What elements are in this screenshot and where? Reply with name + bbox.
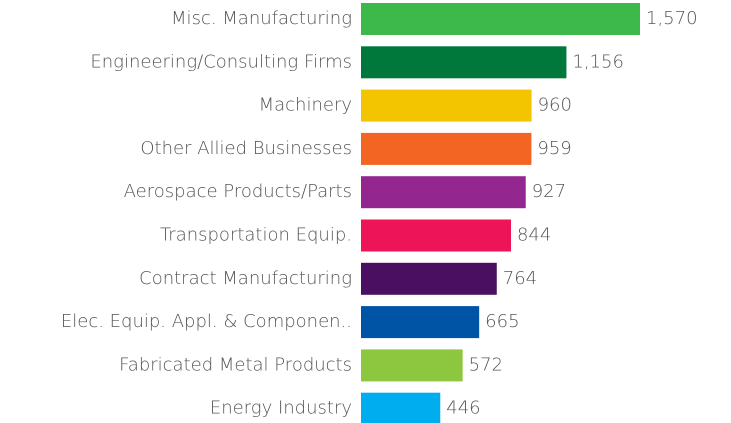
category-label: Aerospace Products/Parts [124,181,352,202]
category-label: Other Allied Businesses [140,138,352,159]
bar [361,132,532,165]
bar [361,392,441,423]
value-label: 764 [503,268,537,289]
value-label: 844 [517,225,551,246]
value-label: 1,570 [646,8,698,29]
category-label: Fabricated Metal Products [119,354,352,375]
bar [361,219,511,252]
value-label: 959 [537,138,571,159]
bar [361,3,640,35]
bar [361,46,567,79]
bar [361,176,526,209]
value-label: 665 [485,311,519,332]
value-label: 446 [446,398,480,419]
bar [361,349,463,382]
category-label: Engineering/Consulting Firms [90,51,352,72]
category-label: Elec. Equip. Appl. & Componen.. [61,311,352,332]
bar [361,89,532,122]
value-label: 572 [469,354,503,375]
value-label: 1,156 [572,51,624,72]
value-label: 960 [538,95,572,116]
bar [361,306,480,339]
bar [361,262,497,295]
category-label: Misc. Manufacturing [171,8,352,29]
category-label: Energy Industry [210,398,352,419]
category-label: Machinery [259,95,352,116]
category-label: Transportation Equip. [160,225,352,246]
category-label: Contract Manufacturing [139,268,352,289]
value-label: 927 [532,181,566,202]
